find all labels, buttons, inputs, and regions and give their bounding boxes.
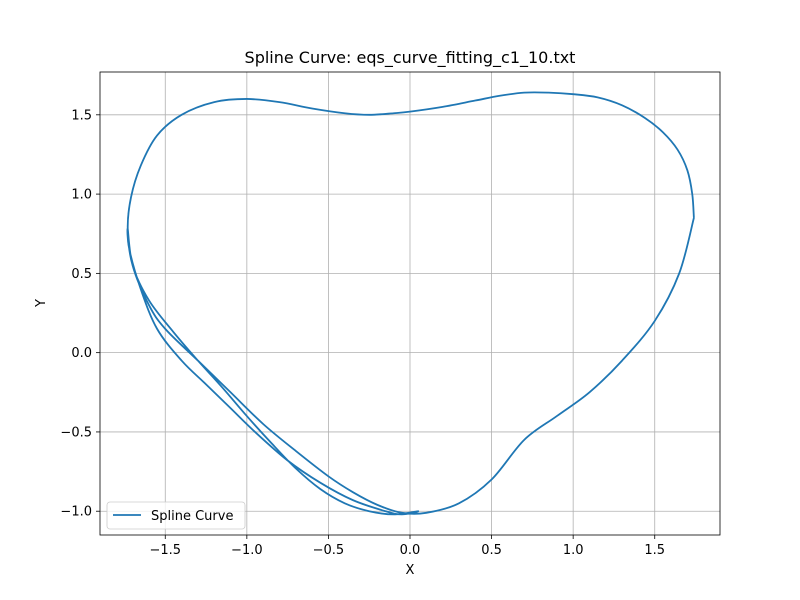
series-line-spline-curve bbox=[126, 91, 695, 516]
y-tick-label: 0.0 bbox=[71, 346, 92, 361]
legend-label: Spline Curve bbox=[151, 509, 233, 524]
y-tick-label: −1.0 bbox=[60, 505, 92, 520]
legend-box bbox=[106, 501, 246, 530]
x-tick-label: 0.0 bbox=[400, 543, 421, 558]
y-tick-label: 1.0 bbox=[71, 188, 92, 203]
series-layer bbox=[126, 91, 695, 516]
x-tick-label: −1.5 bbox=[149, 543, 181, 558]
ticks: −1.5 −1.0 −0.5 0.0 0.5 1.0 1.5 −1.0 −0.5 0.0 0.5 1.… bbox=[60, 108, 665, 558]
x-tick-label: 1.0 bbox=[563, 543, 584, 558]
x-tick-label: 0.5 bbox=[481, 543, 502, 558]
y-tick-label: 0.5 bbox=[71, 267, 92, 282]
x-tick-label: 1.5 bbox=[644, 543, 665, 558]
legend: Spline Curve bbox=[106, 501, 246, 530]
chart-title: Spline Curve: eqs_curve_fitting_c1_10.tx… bbox=[245, 48, 576, 68]
x-tick-label: −1.0 bbox=[231, 543, 263, 558]
x-tick-label: −0.5 bbox=[313, 543, 345, 558]
y-axis-label: Y bbox=[34, 299, 49, 308]
x-axis-label: X bbox=[406, 563, 415, 578]
y-tick-label: 1.5 bbox=[71, 108, 92, 123]
y-tick-label: −0.5 bbox=[60, 425, 92, 440]
